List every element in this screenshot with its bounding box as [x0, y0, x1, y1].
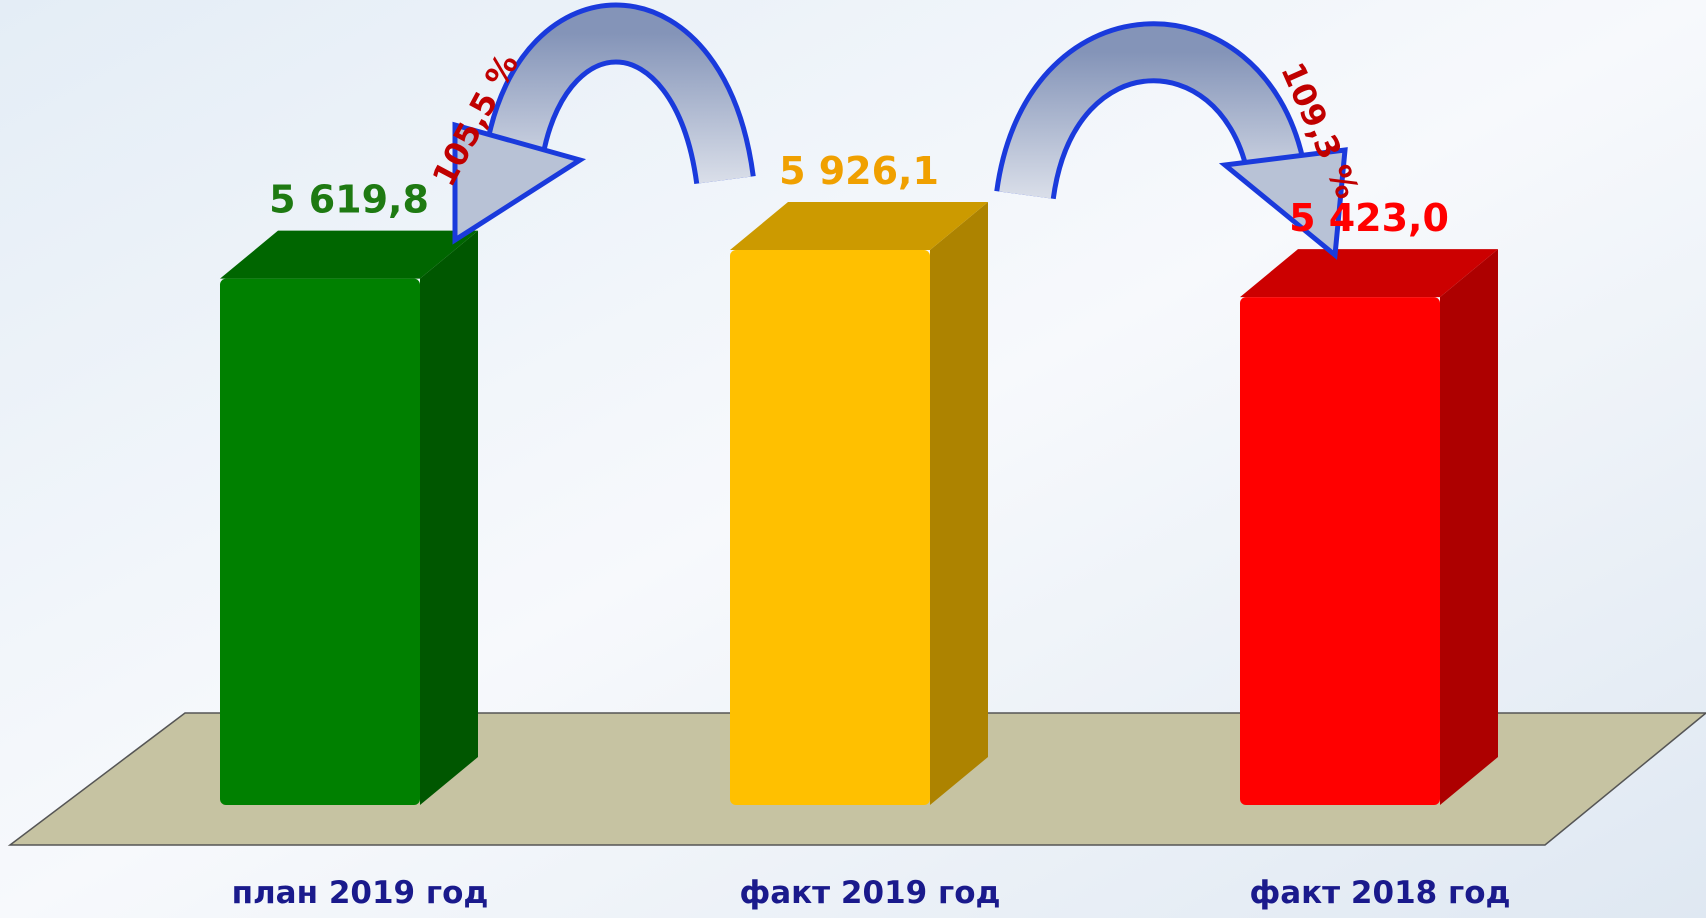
value-label: 5 926,1: [779, 149, 939, 193]
bars: [220, 202, 1498, 805]
bar: [730, 202, 988, 805]
bar-front: [220, 279, 420, 805]
category-label: план 2019 год: [232, 875, 489, 911]
chart: 105,5 % 109,3 % 5 619,8план 2019 год5 92…: [0, 0, 1706, 918]
bar-side: [420, 231, 478, 805]
bar-front: [1240, 297, 1440, 805]
category-label: факт 2018 год: [1249, 875, 1510, 911]
bar: [220, 231, 478, 805]
value-label: 5 619,8: [269, 178, 429, 222]
page: {"chart_data": {"type": "bar3d", "catego…: [0, 0, 1706, 918]
value-label: 5 423,0: [1289, 196, 1449, 240]
bar-side: [930, 202, 988, 805]
bar-side: [1440, 249, 1498, 805]
bar: [1240, 249, 1498, 805]
category-label: факт 2019 год: [739, 875, 1000, 911]
bar-front: [730, 250, 930, 805]
